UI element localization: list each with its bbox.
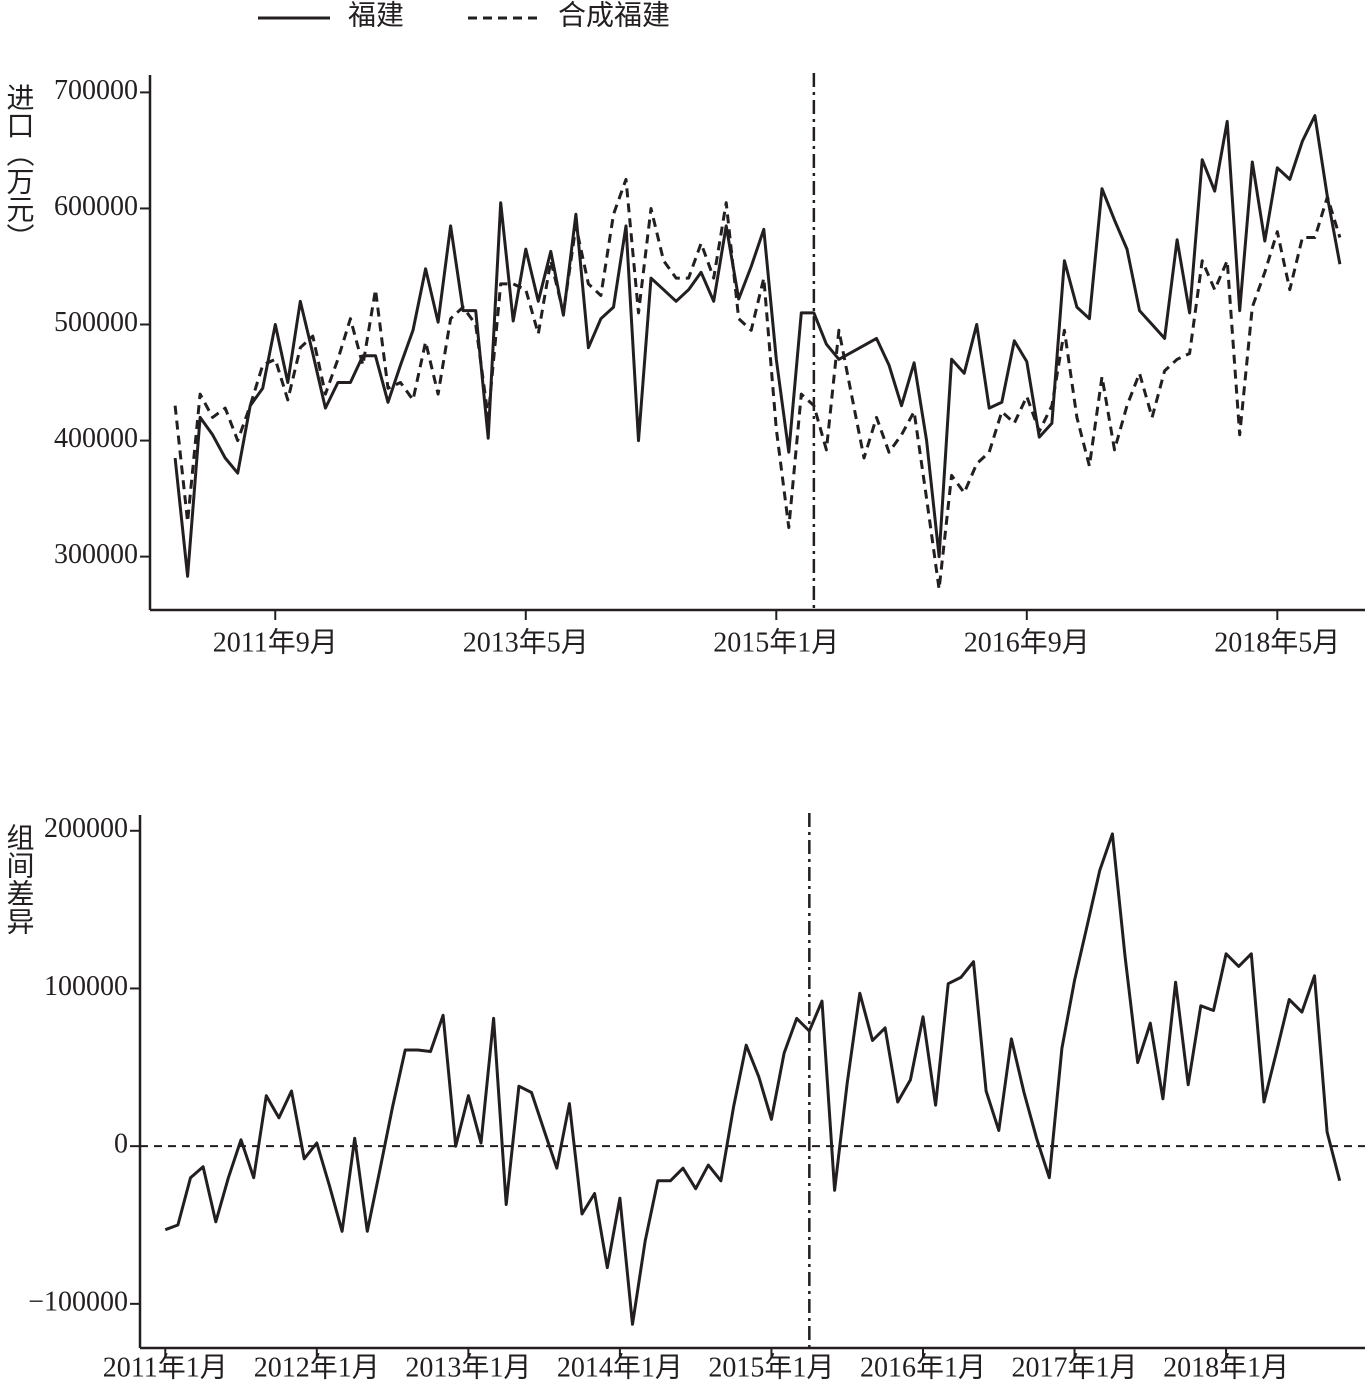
y-tick-label: 700000 [54, 75, 138, 106]
y-tick-label: 200000 [44, 813, 128, 844]
y-tick-label: 600000 [54, 191, 138, 222]
x-tick-label: 2015年1月 [708, 1351, 834, 1383]
x-tick-label: 2012年1月 [254, 1351, 380, 1383]
y-tick-label: 500000 [54, 307, 138, 338]
x-tick-label: 2016年1月 [860, 1351, 986, 1383]
x-tick-label: 2011年1月 [103, 1351, 228, 1383]
x-tick-label: 2018年5月 [1214, 626, 1340, 658]
series-line [164, 832, 1342, 1326]
y-tick-label: 400000 [54, 423, 138, 454]
y-tick-label: 0 [114, 1129, 128, 1160]
y-tick-label: 100000 [44, 971, 128, 1002]
y-tick-label: −100000 [28, 1286, 128, 1317]
x-tick-label: 2014年1月 [557, 1351, 683, 1383]
x-tick-label: 2015年1月 [713, 626, 839, 658]
series-line [173, 114, 1342, 578]
series-line [173, 177, 1342, 591]
x-tick-label: 2018年1月 [1163, 1351, 1289, 1383]
y-axis-label: 组间差异 [3, 823, 34, 935]
legend-label: 福建 [348, 0, 404, 31]
legend-label: 合成福建 [558, 0, 670, 31]
x-tick-label: 2017年1月 [1012, 1351, 1138, 1383]
x-tick-label: 2013年1月 [405, 1351, 531, 1383]
y-tick-label: 300000 [54, 539, 138, 570]
x-tick-label: 2013年5月 [463, 626, 589, 658]
x-tick-label: 2011年9月 [213, 626, 338, 658]
y-axis-label: 进口（万元） [3, 83, 35, 251]
x-tick-label: 2016年9月 [964, 626, 1090, 658]
